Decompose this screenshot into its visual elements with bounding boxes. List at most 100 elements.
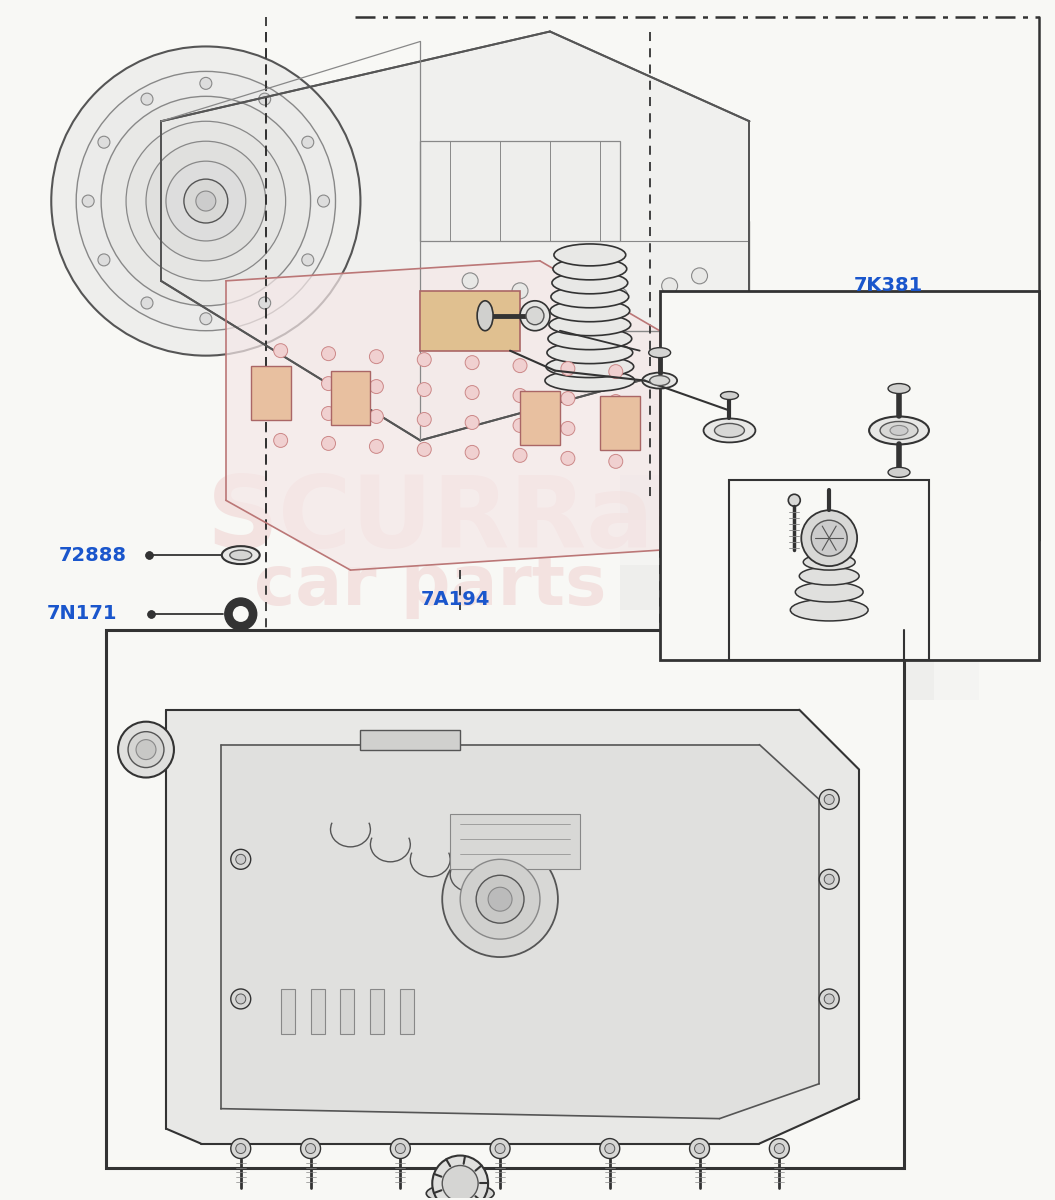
Circle shape [480,320,500,341]
Ellipse shape [554,244,626,266]
Circle shape [418,353,431,367]
Ellipse shape [890,426,908,436]
Bar [800,655,844,700]
Bar [370,989,384,1034]
Bar [889,521,934,565]
Bar [844,475,889,521]
Bar [889,475,934,521]
Circle shape [322,407,335,420]
Circle shape [609,455,622,468]
Bar [844,431,889,475]
Bar [420,290,520,350]
Circle shape [322,377,335,390]
Circle shape [488,887,512,911]
Circle shape [442,841,558,958]
Circle shape [273,433,288,448]
Circle shape [609,425,622,438]
Bar [889,431,934,475]
Circle shape [820,869,839,889]
Bar [934,385,979,431]
Circle shape [465,445,479,460]
Ellipse shape [546,342,633,364]
Bar [889,341,934,385]
Polygon shape [161,31,749,440]
Circle shape [418,383,431,396]
Circle shape [98,137,110,148]
Ellipse shape [549,313,631,336]
Bar [665,385,710,431]
Circle shape [465,415,479,430]
Text: SCURRa: SCURRa [207,472,654,569]
Circle shape [491,1139,510,1158]
Circle shape [690,1139,710,1158]
Ellipse shape [650,376,670,385]
Bar [934,610,979,655]
Circle shape [369,409,383,424]
Circle shape [465,355,479,370]
Ellipse shape [704,419,755,443]
Ellipse shape [788,494,801,506]
Bar [754,431,800,475]
Bar [600,396,639,450]
Circle shape [418,413,431,426]
Circle shape [273,343,288,358]
Bar [619,565,665,610]
Circle shape [396,1144,405,1153]
Bar [665,475,710,521]
Circle shape [258,296,271,308]
Circle shape [273,373,288,388]
Polygon shape [166,709,859,1144]
Circle shape [824,994,835,1004]
Ellipse shape [552,272,628,294]
Ellipse shape [526,307,544,325]
Circle shape [369,349,383,364]
Bar [619,610,665,655]
Bar [619,341,665,385]
Circle shape [322,347,335,361]
Ellipse shape [795,582,863,602]
Circle shape [811,521,847,556]
Ellipse shape [649,348,671,358]
Bar [889,610,934,655]
Bar [710,655,754,700]
Circle shape [196,191,216,211]
Bar [844,565,889,610]
Circle shape [561,391,575,406]
Circle shape [322,437,335,450]
Text: 7A194: 7A194 [420,590,490,610]
Bar [934,521,979,565]
Circle shape [600,1139,619,1158]
Bar [665,655,710,700]
Bar [934,341,979,385]
Circle shape [513,449,528,462]
Circle shape [442,1165,478,1200]
Ellipse shape [545,355,634,378]
Bar [754,385,800,431]
Bar [665,431,710,475]
Bar [619,385,665,431]
Bar [619,655,665,700]
Circle shape [438,319,462,343]
Bar [844,655,889,700]
Circle shape [82,196,94,208]
Circle shape [561,451,575,466]
Bar [520,390,560,445]
Bar [754,341,800,385]
Bar [710,431,754,475]
Ellipse shape [548,328,632,349]
Circle shape [258,94,271,106]
Circle shape [802,510,857,566]
Bar [450,815,580,869]
Circle shape [609,365,622,378]
Circle shape [609,395,622,408]
Polygon shape [220,745,820,1118]
Bar [800,565,844,610]
Bar [754,475,800,521]
Circle shape [562,293,578,308]
Bar [251,366,290,420]
Bar [710,341,754,385]
Circle shape [199,313,212,325]
Circle shape [235,1144,246,1153]
Bar [844,521,889,565]
Circle shape [301,1139,321,1158]
